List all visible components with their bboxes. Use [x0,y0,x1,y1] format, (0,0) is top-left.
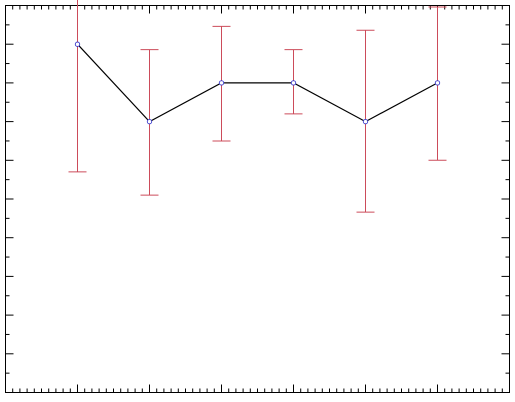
data-point [290,80,297,86]
error-bars [68,0,447,213]
data-point [434,80,441,86]
data-point [362,118,369,125]
plot-frame [5,5,510,393]
data-point [146,118,153,125]
data-point [74,41,81,47]
data-markers [74,41,441,125]
series-polyline [77,43,438,123]
axis-ticks [5,5,510,393]
series-line [77,43,438,123]
data-point [218,80,225,86]
